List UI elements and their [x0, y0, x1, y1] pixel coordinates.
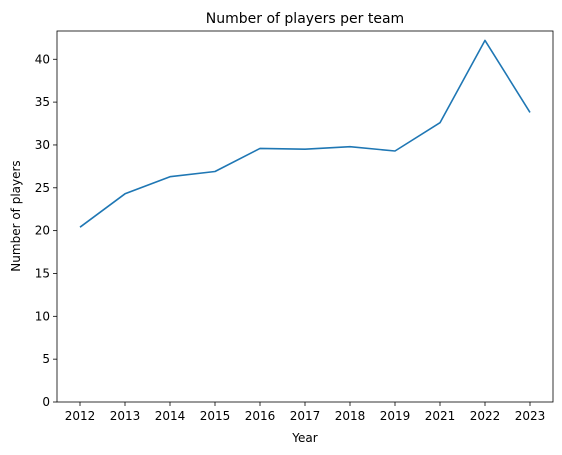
y-tick-label: 20 [35, 224, 50, 238]
x-tick-label: 2019 [380, 409, 411, 423]
x-tick-label: 2014 [155, 409, 186, 423]
y-tick-label: 15 [35, 266, 50, 280]
y-tick-label: 25 [35, 181, 50, 195]
x-tick-label: 2016 [245, 409, 276, 423]
y-tick-label: 30 [35, 138, 50, 152]
chart-title: Number of players per team [206, 11, 404, 27]
x-tick-label: 2023 [515, 409, 546, 423]
y-tick-label: 10 [35, 309, 50, 323]
x-tick-label: 2021 [425, 409, 456, 423]
x-tick-label: 2017 [290, 409, 321, 423]
x-axis-label: Year [291, 431, 317, 445]
series-line [79, 39, 531, 228]
x-tick-label: 2013 [110, 409, 141, 423]
y-tick-label: 40 [35, 52, 50, 66]
x-tick-label: 2015 [200, 409, 231, 423]
y-tick-label: 35 [35, 95, 50, 109]
x-axis: 2012 2013 2014 2015 2016 2017 2018 2019 2021 2022… [65, 402, 546, 423]
plot-area [56, 30, 554, 403]
y-tick-label: 0 [42, 395, 50, 409]
y-axis: 0 5 10 15 20 25 30 35 40 [35, 52, 57, 409]
x-tick-label: 2012 [65, 409, 96, 423]
plot-frame [56, 30, 554, 403]
y-tick-label: 5 [42, 352, 50, 366]
y-axis-label: Number of players [9, 160, 23, 271]
x-tick-label: 2018 [335, 409, 366, 423]
x-tick-label: 2022 [470, 409, 501, 423]
series-group [79, 39, 531, 228]
